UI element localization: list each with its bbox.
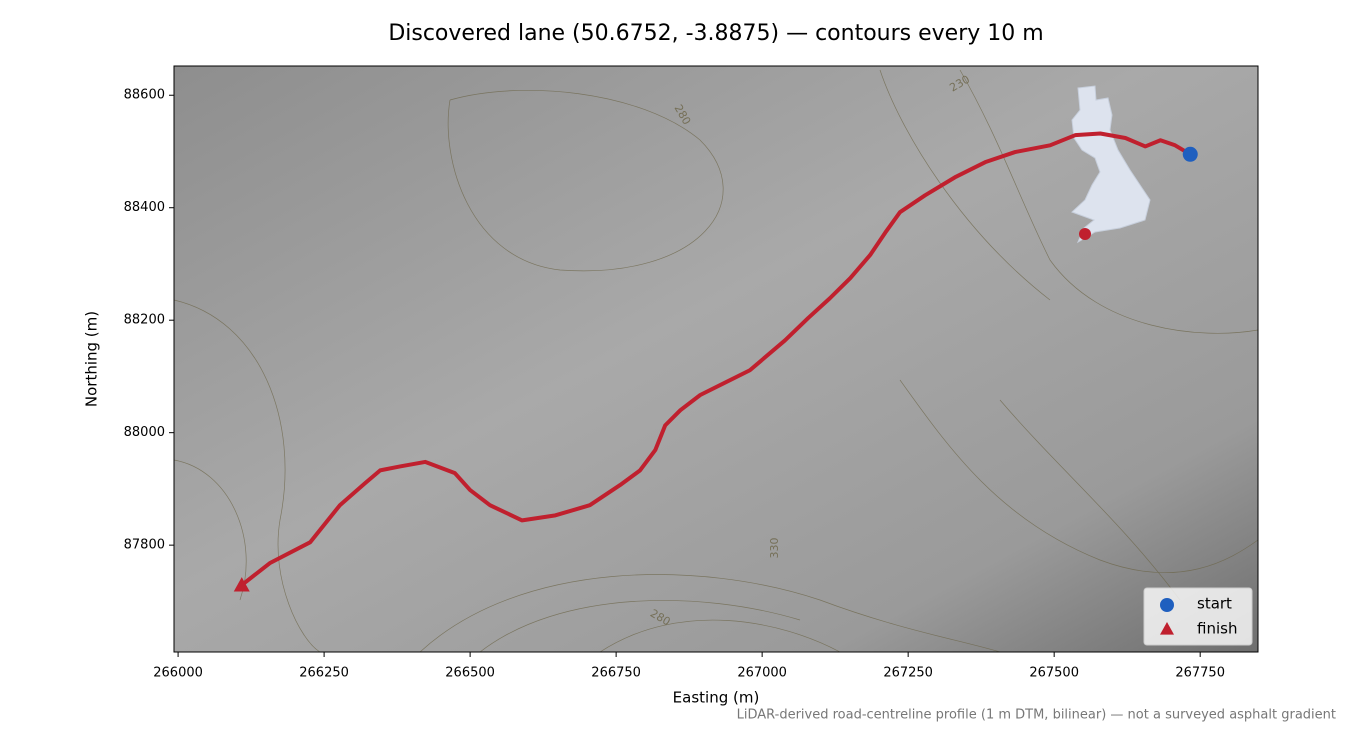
x-tick-label: 266750 xyxy=(591,666,641,681)
x-tick-label: 266000 xyxy=(153,666,203,681)
legend-swatch xyxy=(1160,598,1174,612)
start-marker xyxy=(1182,146,1198,162)
x-tick-label: 266500 xyxy=(445,666,495,681)
y-tick-label: 88000 xyxy=(124,425,165,440)
footnote: LiDAR-derived road-centreline profile (1… xyxy=(737,708,1336,723)
contours xyxy=(174,69,1258,652)
x-tick-label: 267000 xyxy=(737,666,787,681)
x-tick-label: 267750 xyxy=(1175,666,1225,681)
chart-title: Discovered lane (50.6752, -3.8875) — con… xyxy=(388,21,1043,46)
legend: start finish xyxy=(1143,587,1253,646)
y-axis-label: Northing (m) xyxy=(83,311,101,407)
x-tick-label: 267250 xyxy=(883,666,933,681)
contour-label: 330 xyxy=(768,538,781,559)
y-tick-label: 88200 xyxy=(124,313,165,328)
x-axis-label: Easting (m) xyxy=(673,689,760,707)
legend-label: start xyxy=(1197,595,1232,613)
y-tick-label: 87800 xyxy=(124,538,165,553)
x-tick-label: 266250 xyxy=(299,666,349,681)
y-tick-label: 88400 xyxy=(124,200,165,215)
legend-label: finish xyxy=(1197,620,1237,638)
hillshade xyxy=(174,66,1258,652)
plot-frame xyxy=(173,65,1259,653)
x-tick-label: 267500 xyxy=(1029,666,1079,681)
route-line xyxy=(239,131,1193,588)
y-tick-label: 88600 xyxy=(124,88,165,103)
uk-inset xyxy=(1071,85,1151,244)
legend-swatch xyxy=(1160,622,1174,635)
finish-marker xyxy=(233,577,250,592)
